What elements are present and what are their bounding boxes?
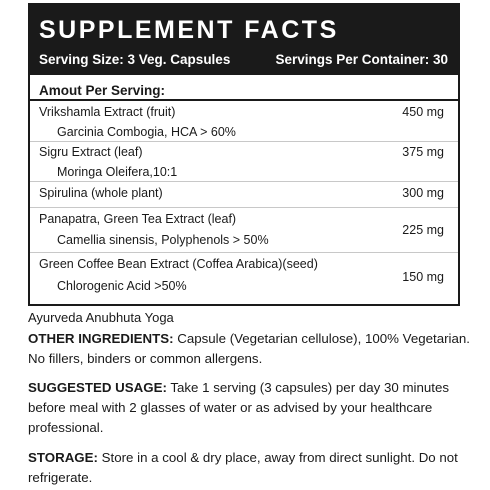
ingredient-detail: Garcinia Combogia, HCA > 60% bbox=[57, 125, 236, 139]
suggested-usage-text: Take 1 serving (3 capsules) per day 30 m… bbox=[28, 380, 449, 435]
storage-label: STORAGE: bbox=[28, 450, 98, 465]
ingredient-row: Sigru Extract (leaf) 375 mg Moringa Olei… bbox=[30, 142, 458, 182]
other-ingredients-label: OTHER INGREDIENTS: bbox=[28, 331, 174, 346]
serving-info-row: Serving Size: 3 Veg. Capsules Servings P… bbox=[39, 52, 448, 68]
ingredient-amount: 300 mg bbox=[402, 186, 444, 200]
ingredient-row: Vrikshamla Extract (fruit) 450 mg Garcin… bbox=[30, 101, 458, 142]
ingredient-amount: 375 mg bbox=[402, 145, 444, 159]
ingredient-row: Spirulina (whole plant) 300 mg bbox=[30, 182, 458, 208]
other-ingredients-section: OTHER INGREDIENTS: Capsule (Vegetarian c… bbox=[28, 329, 473, 369]
suggested-usage-label: SUGGESTED USAGE: bbox=[28, 380, 167, 395]
storage-text: Store in a cool & dry place, away from d… bbox=[28, 450, 458, 485]
servings-per-container: Servings Per Container: 30 bbox=[275, 52, 448, 67]
ingredient-amount: 450 mg bbox=[402, 105, 444, 119]
suggested-usage-section: SUGGESTED USAGE: Take 1 serving (3 capsu… bbox=[28, 378, 473, 438]
ingredient-detail: Moringa Oleifera,10:1 bbox=[57, 165, 178, 179]
ingredient-name: Spirulina (whole plant) bbox=[39, 186, 163, 200]
facts-title: SUPPLEMENT FACTS bbox=[39, 16, 339, 44]
facts-header: SUPPLEMENT FACTS Serving Size: 3 Veg. Ca… bbox=[30, 5, 458, 75]
ingredient-amount: 225 mg bbox=[402, 223, 444, 237]
ingredient-name: Panapatra, Green Tea Extract (leaf) bbox=[39, 212, 237, 226]
ingredient-detail: Camellia sinensis, Polyphenols > 50% bbox=[57, 233, 269, 247]
brand-name: Ayurveda Anubhuta Yoga bbox=[28, 310, 174, 325]
ingredient-name: Sigru Extract (leaf) bbox=[39, 145, 143, 159]
serving-size: Serving Size: 3 Veg. Capsules bbox=[39, 52, 231, 67]
supplement-facts-panel: SUPPLEMENT FACTS Serving Size: 3 Veg. Ca… bbox=[28, 3, 460, 306]
amount-per-serving-heading: Amout Per Serving: bbox=[30, 75, 458, 101]
ingredient-name: Green Coffee Bean Extract (Coffea Arabic… bbox=[39, 257, 318, 271]
ingredient-amount: 150 mg bbox=[402, 270, 444, 284]
other-ingredients-text: Capsule (Vegetarian cellulose), 100% Veg… bbox=[28, 331, 470, 366]
ingredient-name: Vrikshamla Extract (fruit) bbox=[39, 105, 176, 119]
ingredient-row: Green Coffee Bean Extract (Coffea Arabic… bbox=[30, 253, 458, 302]
ingredient-row: Panapatra, Green Tea Extract (leaf) 225 … bbox=[30, 208, 458, 253]
ingredient-detail: Chlorogenic Acid >50% bbox=[57, 279, 187, 293]
storage-section: STORAGE: Store in a cool & dry place, aw… bbox=[28, 448, 473, 488]
